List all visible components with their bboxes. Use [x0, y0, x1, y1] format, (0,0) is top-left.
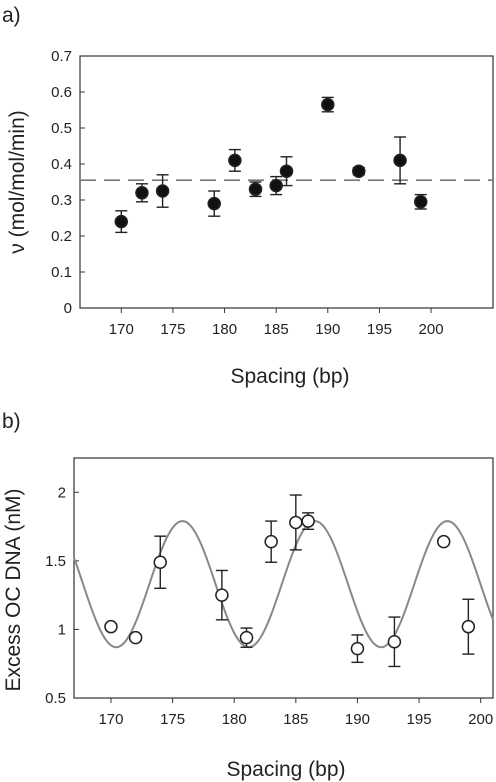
open-circle-marker [301, 514, 315, 528]
data-point [215, 569, 229, 621]
filled-circle-marker [321, 97, 335, 112]
x-tick-label: 185 [283, 711, 308, 728]
x-tick-label: 170 [109, 321, 134, 338]
data-point [321, 96, 335, 113]
data-point [104, 619, 118, 634]
x-tick-label: 190 [315, 321, 340, 338]
data-point [301, 512, 315, 531]
open-circle-marker [436, 534, 451, 549]
panel-a-y-axis-title: ν (mol/mol/min) [6, 110, 29, 254]
data-point [128, 630, 143, 645]
x-tick-label: 195 [367, 321, 392, 338]
filled-circle-marker [352, 164, 366, 178]
data-point [352, 164, 366, 178]
panel-b-label: b) [2, 410, 21, 433]
panel-b-plot-frame [73, 457, 494, 699]
open-circle-marker [289, 515, 303, 530]
panel-b-data-points [104, 494, 476, 668]
panel-a-x-axis-title: Spacing (bp) [230, 365, 349, 388]
data-point [387, 616, 402, 668]
data-point [436, 534, 451, 549]
open-circle-marker [387, 635, 402, 649]
data-point [248, 181, 263, 198]
x-tick-label: 190 [345, 711, 370, 728]
panel-a-x-ticks: 170 175 180 185 190 195 200 [109, 308, 444, 338]
data-point [153, 535, 168, 589]
y-tick-label: 0.7 [51, 48, 72, 65]
x-tick-label: 170 [98, 711, 123, 728]
y-tick-label: 0.1 [51, 264, 72, 281]
data-point [264, 520, 278, 563]
data-point [393, 136, 407, 185]
panel-a-y-ticks: 0 0.1 0.2 0.3 0.4 0.5 0.6 0.7 [51, 48, 85, 317]
panel-a-label: a) [2, 4, 21, 27]
y-tick-label: 0.6 [51, 84, 72, 101]
data-point [269, 175, 283, 196]
filled-circle-marker [248, 182, 263, 196]
panel-b-y-ticks: 0.5 1 1.5 2 [45, 484, 79, 707]
open-circle-marker [350, 641, 365, 656]
data-point [207, 190, 221, 217]
panel-b-x-axis-title: Spacing (bp) [226, 758, 345, 781]
x-tick-label: 175 [160, 321, 185, 338]
filled-circle-marker [269, 178, 283, 193]
fit-curve [73, 520, 494, 649]
y-tick-label: 0.5 [51, 120, 72, 137]
open-circle-marker [153, 555, 168, 569]
panel-a-plot-frame [79, 55, 494, 309]
open-circle-marker [215, 588, 229, 602]
data-point [350, 634, 365, 664]
y-tick-label: 0.2 [51, 228, 72, 245]
panel-a-chart: a) 0 0.1 0.2 0.3 0.4 0.5 0.6 0.7 170 175 180 185 19… [2, 4, 494, 388]
panel-b-fit-curve-group [73, 520, 494, 649]
y-tick-label: 0.4 [51, 156, 72, 173]
filled-circle-marker [228, 153, 242, 168]
filled-circle-marker [413, 195, 428, 209]
panel-b-x-ticks: 170 175 180 185 190 195 200 [98, 698, 493, 728]
filled-circle-marker [393, 153, 407, 168]
filled-circle-marker [114, 214, 129, 229]
panel-b-y-axis-title: Excess OC DNA (nM) [2, 488, 25, 691]
y-tick-label: 0 [64, 300, 72, 317]
filled-circle-marker [155, 184, 170, 198]
data-point [279, 156, 294, 187]
filled-circle-marker [279, 164, 294, 178]
open-circle-marker [128, 630, 143, 645]
data-point [114, 210, 129, 234]
data-point [135, 183, 149, 203]
panel-a-data-points [114, 96, 428, 234]
x-tick-label: 175 [160, 711, 185, 728]
panel-b-chart: b) 0.5 1 1.5 2 170 175 180 185 190 195 200 Spacin… [2, 410, 494, 781]
data-point [461, 598, 476, 655]
x-tick-label: 200 [468, 711, 493, 728]
data-point [239, 627, 254, 648]
x-tick-label: 180 [212, 321, 237, 338]
data-point [228, 148, 242, 172]
data-point [289, 494, 303, 551]
open-circle-marker [264, 534, 278, 549]
y-tick-label: 1.5 [45, 553, 66, 570]
y-tick-label: 0.3 [51, 192, 72, 209]
y-tick-label: 1 [58, 621, 66, 638]
y-tick-label: 2 [58, 484, 66, 501]
data-point [155, 174, 170, 208]
y-tick-label: 0.5 [45, 690, 66, 707]
x-tick-label: 200 [419, 321, 444, 338]
x-tick-label: 185 [264, 321, 289, 338]
filled-circle-marker [135, 186, 149, 200]
filled-circle-marker [207, 196, 221, 211]
open-circle-marker [104, 619, 118, 634]
open-circle-marker [239, 630, 254, 645]
x-tick-label: 180 [222, 711, 247, 728]
data-point [413, 193, 428, 210]
x-tick-label: 195 [407, 711, 432, 728]
open-circle-marker [461, 619, 476, 634]
